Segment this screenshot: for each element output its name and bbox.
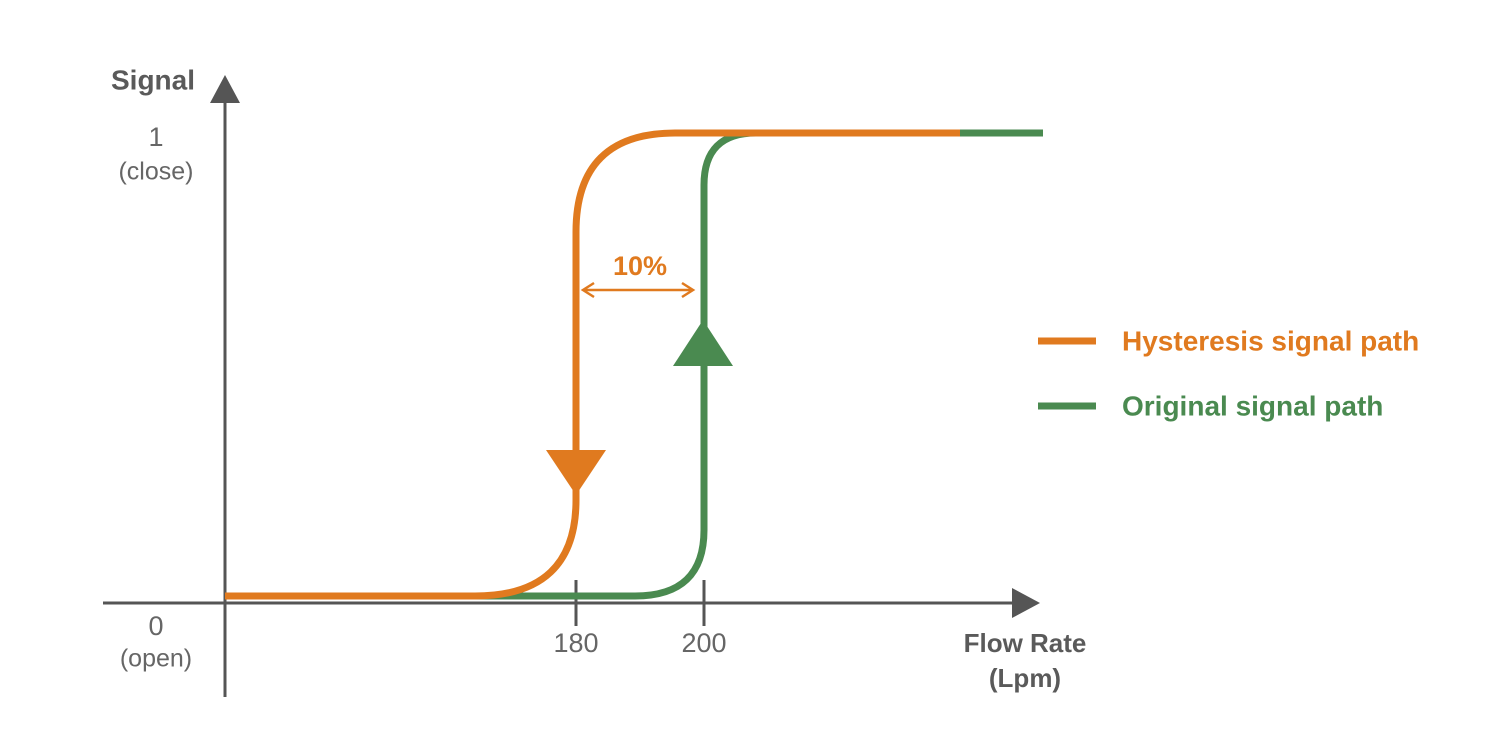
legend-label: Hysteresis signal path [1122, 325, 1419, 356]
down-arrow [546, 450, 606, 495]
original-path [475, 129, 1043, 600]
x-axis-arrow [1012, 588, 1040, 618]
gap-label: 10% [613, 251, 667, 281]
x-tick-label: 200 [681, 628, 726, 658]
up-arrow [673, 320, 733, 366]
y-axis-arrow [210, 75, 240, 103]
gap-arrow-left [580, 281, 595, 299]
x-axis-title: Flow Rate [964, 628, 1087, 658]
y-tick-label: 0 [148, 611, 163, 641]
hysteresis-path [225, 129, 960, 600]
x-tick-label: 180 [553, 628, 598, 658]
gap-arrow-right [681, 281, 696, 299]
y-axis-title: Signal [111, 64, 195, 95]
legend-label: Original signal path [1122, 390, 1383, 421]
x-axis-unit: (Lpm) [989, 663, 1061, 693]
y-tick-sublabel: (open) [120, 645, 192, 673]
y-tick-sublabel: (close) [118, 158, 193, 186]
y-tick-label: 1 [148, 122, 163, 152]
